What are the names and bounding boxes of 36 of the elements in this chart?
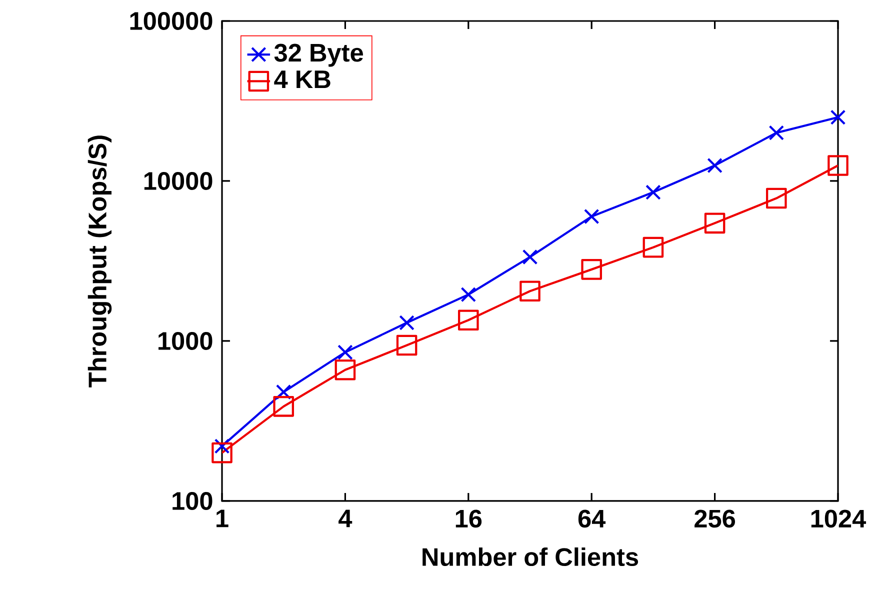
point (458, 310, 479, 331)
point (707, 158, 722, 174)
legend-label: 32 Byte (274, 44, 363, 67)
x-axis-title: Number of Clients (422, 547, 638, 566)
point (522, 249, 538, 265)
legend-label: 4 KB (274, 70, 330, 88)
point (214, 438, 230, 454)
point (646, 184, 661, 200)
y-tick-label: 1000 (158, 332, 212, 350)
point (276, 384, 292, 400)
point (584, 208, 600, 224)
point (399, 315, 414, 330)
x-tick-label: 1 (216, 510, 228, 528)
x-tick-label: 4 (338, 510, 352, 528)
point (396, 334, 418, 356)
point (828, 155, 848, 176)
point (460, 286, 476, 302)
y-axis-title: Throughput (Kops/S) (88, 136, 112, 388)
point (212, 442, 232, 464)
x-tick-label: 16 (456, 510, 482, 528)
x-tick-label: 256 (694, 510, 736, 528)
point (642, 236, 664, 258)
point (704, 212, 726, 234)
point (766, 188, 787, 209)
point (520, 280, 540, 302)
x-tick-label: 64 (578, 510, 606, 528)
point (338, 344, 353, 360)
y-tick-label: 100 (172, 492, 212, 510)
y-tick-label: 100000 (130, 12, 212, 30)
point (581, 259, 602, 280)
point (334, 359, 356, 380)
point (830, 110, 846, 125)
x-tick-label: 1024 (811, 510, 866, 528)
point (768, 125, 784, 140)
point (273, 396, 294, 417)
y-tick-label: 10000 (144, 172, 212, 190)
